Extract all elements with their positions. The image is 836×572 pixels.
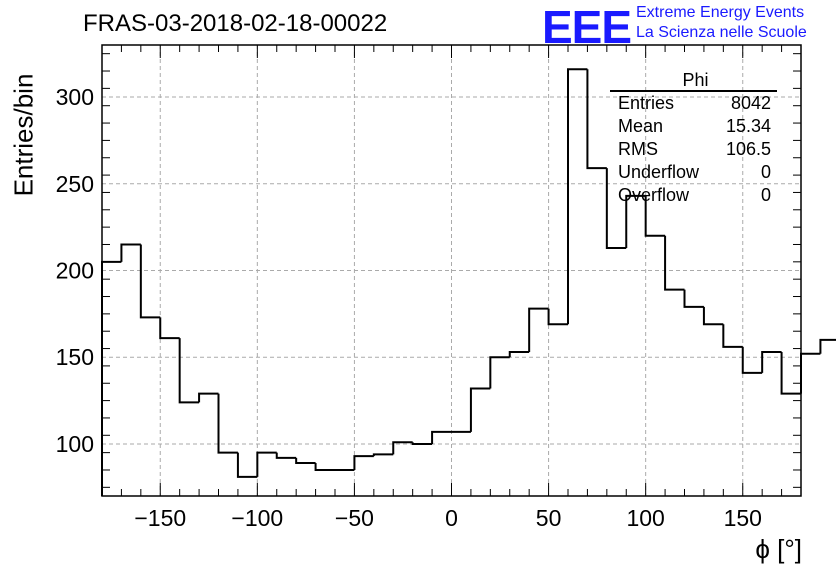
stats-label: Underflow — [618, 162, 700, 182]
stats-label: Entries — [618, 93, 675, 113]
histogram-bin — [198, 392, 219, 403]
histogram-bin — [508, 351, 530, 358]
stats-title: Phi — [610, 70, 777, 92]
histogram-bin — [217, 393, 238, 454]
histogram-bin — [120, 243, 141, 262]
tick-layer — [101, 45, 802, 496]
x-tick-label: 50 — [536, 505, 562, 531]
histogram-bin — [178, 338, 200, 404]
stats-row-underflow: Underflow 0 — [610, 161, 777, 184]
histogram-bin — [528, 307, 549, 353]
histogram-bin — [567, 68, 588, 325]
logo-line-1: Extreme Energy Events — [636, 4, 805, 21]
histogram-bin — [547, 308, 568, 326]
eee-logo: EEE — [542, 1, 632, 53]
stats-value: 15.34 — [725, 116, 771, 136]
histogram-bin — [392, 441, 413, 455]
stats-label: Overflow — [618, 185, 690, 205]
y-tick-label: 100 — [56, 431, 94, 457]
histogram-bin — [159, 317, 180, 340]
histogram-bin — [605, 168, 627, 249]
histogram-bin — [275, 452, 297, 459]
histogram-bin — [372, 453, 394, 457]
histogram-bin — [722, 324, 743, 348]
stats-label: RMS — [618, 139, 658, 159]
stats-value: 0 — [760, 162, 771, 182]
stats-row-entries: Entries 8042 — [610, 92, 777, 115]
stats-row-mean: Mean 15.34 — [610, 115, 777, 138]
logo-line-2: La Scienza nelle Scuole — [636, 24, 807, 41]
grid-layer — [102, 45, 801, 496]
histogram-bin — [353, 455, 374, 470]
x-tick-label: −150 — [134, 505, 186, 531]
histogram-bin — [489, 356, 510, 389]
y-axis-label-text: Entries/bin — [8, 73, 39, 197]
histogram-bin — [256, 451, 277, 477]
histogram-bin — [625, 194, 646, 248]
x-tick-label: −50 — [335, 505, 374, 531]
tick-label-layer: −150 −100 −50 0 50 100 150 100 150 200 250 300 — [56, 84, 762, 531]
stats-value: 0 — [760, 185, 771, 205]
histogram-bin — [819, 338, 836, 354]
histogram-bin — [800, 352, 821, 394]
histogram-bin — [664, 235, 685, 291]
histogram-bin — [761, 351, 782, 373]
stats-row-rms: RMS 106.5 — [610, 138, 777, 161]
stats-label: Mean — [618, 116, 664, 136]
histogram-bin — [139, 244, 161, 319]
histogram-bin — [741, 346, 763, 374]
histogram-layer — [101, 68, 836, 496]
x-tick-label: −100 — [231, 505, 283, 531]
stats-value: 106.5 — [725, 139, 771, 159]
histogram-bin — [314, 463, 335, 471]
x-tick-label: 150 — [724, 505, 762, 531]
y-tick-label: 300 — [56, 84, 94, 110]
chart-title: FRAS-03-2018-02-18-00022 — [83, 10, 388, 37]
histogram-bin — [644, 195, 666, 237]
histogram-bin — [780, 352, 801, 395]
stats-box: Phi Entries 8042 Mean 15.34 RMS 106.5 Under… — [610, 70, 777, 207]
x-axis-label: ϕ [°] — [755, 534, 802, 564]
histogram-bin — [469, 387, 491, 432]
histogram-bin — [702, 306, 724, 326]
y-axis-label: Entries/bin — [8, 74, 40, 197]
histogram-bin — [236, 452, 258, 478]
y-tick-label: 250 — [56, 171, 94, 197]
histogram-bin — [411, 442, 433, 445]
x-tick-label: 100 — [626, 505, 664, 531]
stats-row-overflow: Overflow 0 — [610, 184, 777, 207]
x-tick-label: 0 — [445, 505, 458, 531]
histogram-bin — [586, 69, 607, 170]
y-tick-label: 150 — [56, 344, 94, 370]
stats-value: 8042 — [730, 93, 771, 113]
histogram-bin — [683, 289, 704, 308]
histogram-bin — [431, 430, 452, 444]
y-tick-label: 200 — [56, 258, 94, 284]
histogram-bin — [295, 457, 316, 465]
